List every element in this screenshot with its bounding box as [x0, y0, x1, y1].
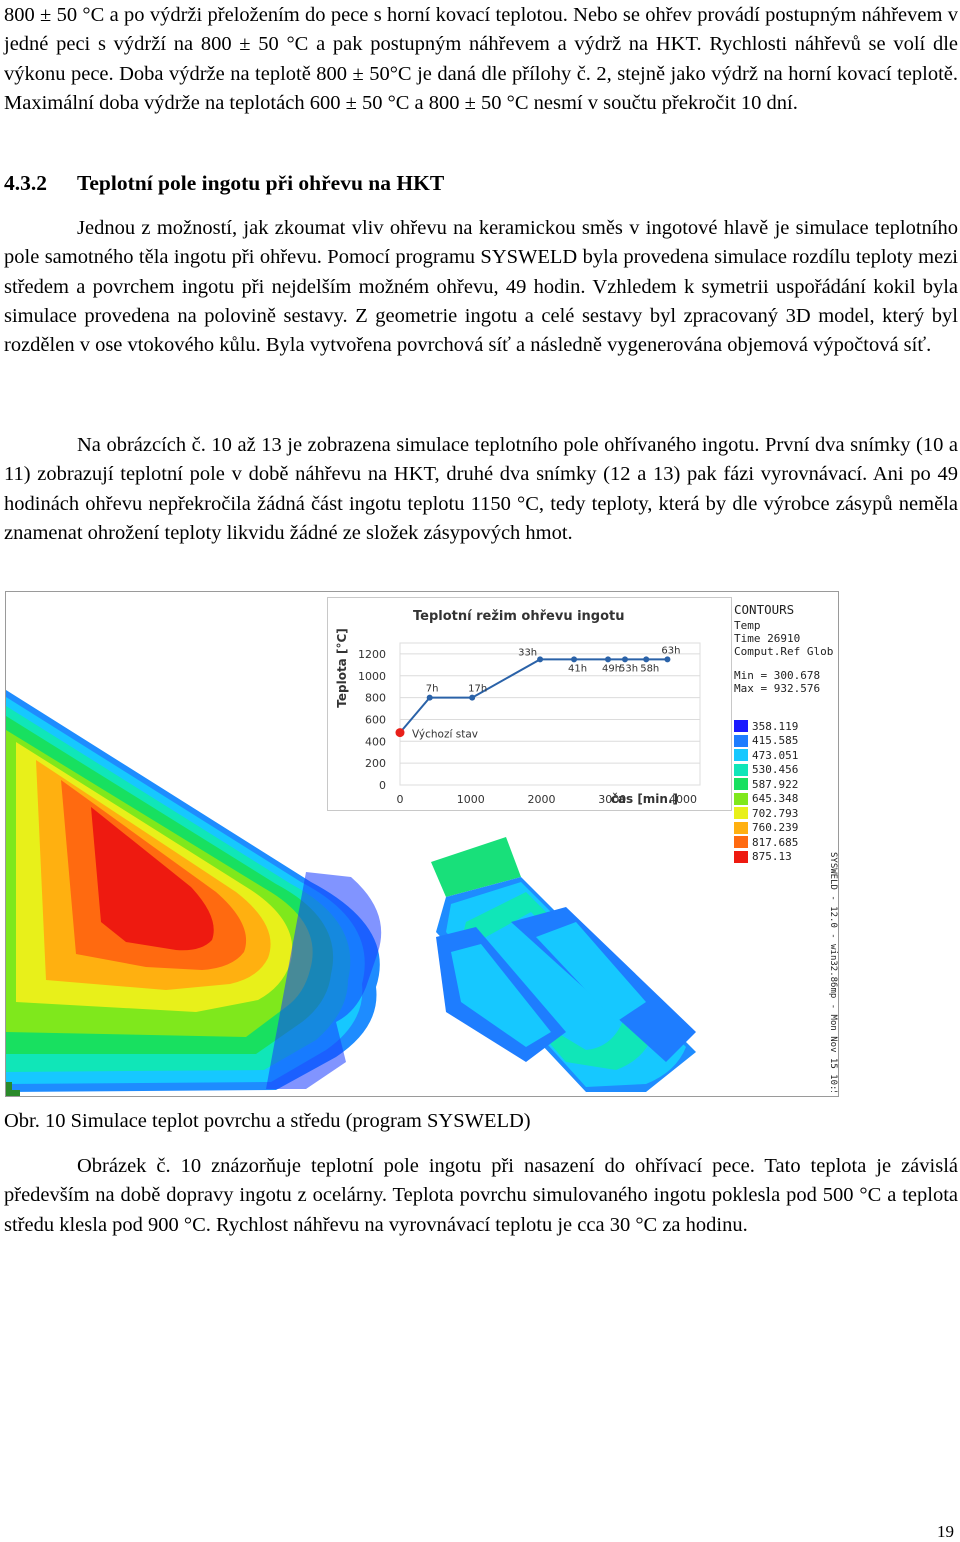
contour-legend-entry: 415.585: [734, 734, 824, 749]
section-title: Teplotní pole ingotu při ohřevu na HKT: [77, 171, 445, 195]
contours-heading: CONTOURS: [734, 602, 795, 617]
contours-min: Min = 300.678: [734, 669, 821, 682]
contours-footer: SYSWELD - 12.0 - win32.86mp - Mon Nov 15…: [828, 852, 838, 1092]
heating-regime-plot: 200 400 600 800 1000 1200 00 1000 2000 3000 4000 Te…: [335, 609, 701, 806]
chart-start-label: Výchozí stav: [412, 729, 478, 741]
chart-data-point: [605, 656, 612, 663]
chart-point-label: 63h: [661, 645, 680, 656]
contour-color-swatch: [734, 807, 748, 820]
contour-legend-entry: 645.348: [734, 792, 824, 807]
chart-data-point: [621, 656, 628, 663]
contour-legend-value: 702.793: [752, 806, 799, 820]
chart-x-tick-label: 1000: [457, 793, 485, 806]
contour-legend-entry: 530.456: [734, 763, 824, 778]
contour-legend-value: 530.456: [752, 763, 799, 777]
chart-start-point: [395, 728, 405, 738]
chart-x-tick-label: 2000: [528, 793, 556, 806]
chart-x-axis-label: čas [min.]: [611, 792, 678, 806]
contours-variable: Temp: [734, 619, 761, 632]
contours-time: Time 26910: [734, 632, 801, 645]
contours-color-scale: 358.119 415.585 473.051 530.456 587.922 645.3…: [734, 719, 824, 864]
chart-data-point: [664, 656, 671, 663]
contour-color-swatch: [734, 720, 748, 733]
contour-legend-entry: 473.051: [734, 748, 824, 763]
contours-legend-panel: CONTOURS Temp Time 26910 Comput.Ref Glob…: [726, 592, 838, 1096]
intro-paragraph: 800 ± 50 °C a po výdrži přeložením do pe…: [4, 4, 958, 114]
chart-y-tick-label: 1200: [358, 648, 386, 661]
chart-point-label: 41h: [568, 663, 587, 674]
heating-regime-chart: 200 400 600 800 1000 1200 0 0 1000 2000 3000 4000 Te…: [327, 597, 732, 811]
contour-color-swatch: [734, 850, 748, 863]
chart-data-point: [469, 694, 476, 701]
contour-legend-value: 415.585: [752, 734, 799, 748]
contour-color-swatch: [734, 836, 748, 849]
chart-x-tick-label: 0: [397, 793, 404, 806]
chart-point-label: 33h: [518, 647, 537, 658]
chart-data-point: [426, 694, 433, 701]
ingot-temperature-field: [6, 690, 696, 1096]
contours-reference: Comput.Ref Glob: [734, 645, 834, 658]
paragraph-figures-description: Na obrázcích č. 10 až 13 je zobrazena si…: [4, 434, 958, 544]
chart-y-tick-label: 600: [365, 713, 386, 726]
chart-y-tick-label: 200: [365, 757, 386, 770]
ingot-center-section: [6, 690, 382, 1096]
chart-data-point: [537, 656, 544, 663]
contour-legend-entry: 587.922: [734, 777, 824, 792]
chart-plot-area: [399, 642, 701, 786]
contour-legend-value: 473.051: [752, 748, 799, 762]
simulation-figure: 200 400 600 800 1000 1200 0 0 1000 2000 3000 4000 Te…: [5, 591, 839, 1097]
chart-point-label: 7h: [426, 684, 439, 695]
ingot-surface-section: [431, 837, 696, 1092]
contour-legend-entry: 760.239: [734, 821, 824, 836]
chart-point-label: 49h: [602, 663, 621, 674]
chart-x-tick-label: 3000: [598, 793, 626, 806]
chart-y-tick-label: 1000: [358, 670, 386, 683]
chart-y-tick-label: 400: [365, 735, 386, 748]
contour-color-swatch: [734, 792, 748, 805]
contour-color-swatch: [734, 734, 748, 747]
contour-legend-value: 358.119: [752, 719, 799, 733]
section-number: 4.3.2: [4, 171, 47, 195]
contour-legend-entry: 358.119: [734, 719, 824, 734]
contour-legend-value: 760.239: [752, 821, 799, 835]
contour-color-swatch: [734, 778, 748, 791]
contour-legend-value: 875.13: [752, 850, 792, 864]
contour-legend-value: 587.922: [752, 777, 799, 791]
contour-legend-value: 645.348: [752, 792, 799, 806]
chart-data-point: [643, 656, 650, 663]
chart-point-label: 17h: [468, 684, 487, 695]
contour-legend-entry: 817.685: [734, 835, 824, 850]
figure-caption: Obr. 10 Simulace teplot povrchu a středu…: [4, 1110, 531, 1132]
contours-max: Max = 932.576: [734, 682, 821, 695]
page-number: 19: [937, 1522, 954, 1541]
contour-color-swatch: [734, 763, 748, 776]
chart-data-point: [571, 656, 578, 663]
paragraph-simulation-intro: Jednou z možností, jak zkoumat vliv ohře…: [4, 217, 958, 357]
section-heading: 4.3.2 Teplotní pole ingotu při ohřevu na …: [4, 171, 444, 196]
chart-y-tick-label: 800: [365, 692, 386, 705]
contour-color-swatch: [734, 821, 748, 834]
chart-point-label: 53h: [619, 663, 638, 674]
chart-x-tick-label: 4000: [669, 793, 697, 806]
contour-legend-entry: 875.13: [734, 850, 824, 865]
contour-color-swatch: [734, 749, 748, 762]
chart-point-label: 58h: [640, 663, 659, 674]
contour-legend-entry: 702.793: [734, 806, 824, 821]
contour-legend-value: 817.685: [752, 835, 799, 849]
chart-title: Teplotní režim ohřevu ingotu: [413, 609, 625, 624]
chart-y-tick-label: 0: [379, 779, 386, 792]
paragraph-figure-description: Obrázek č. 10 znázorňuje teplotní pole i…: [4, 1155, 958, 1236]
chart-y-axis-label: Teplota [°C]: [335, 628, 349, 707]
